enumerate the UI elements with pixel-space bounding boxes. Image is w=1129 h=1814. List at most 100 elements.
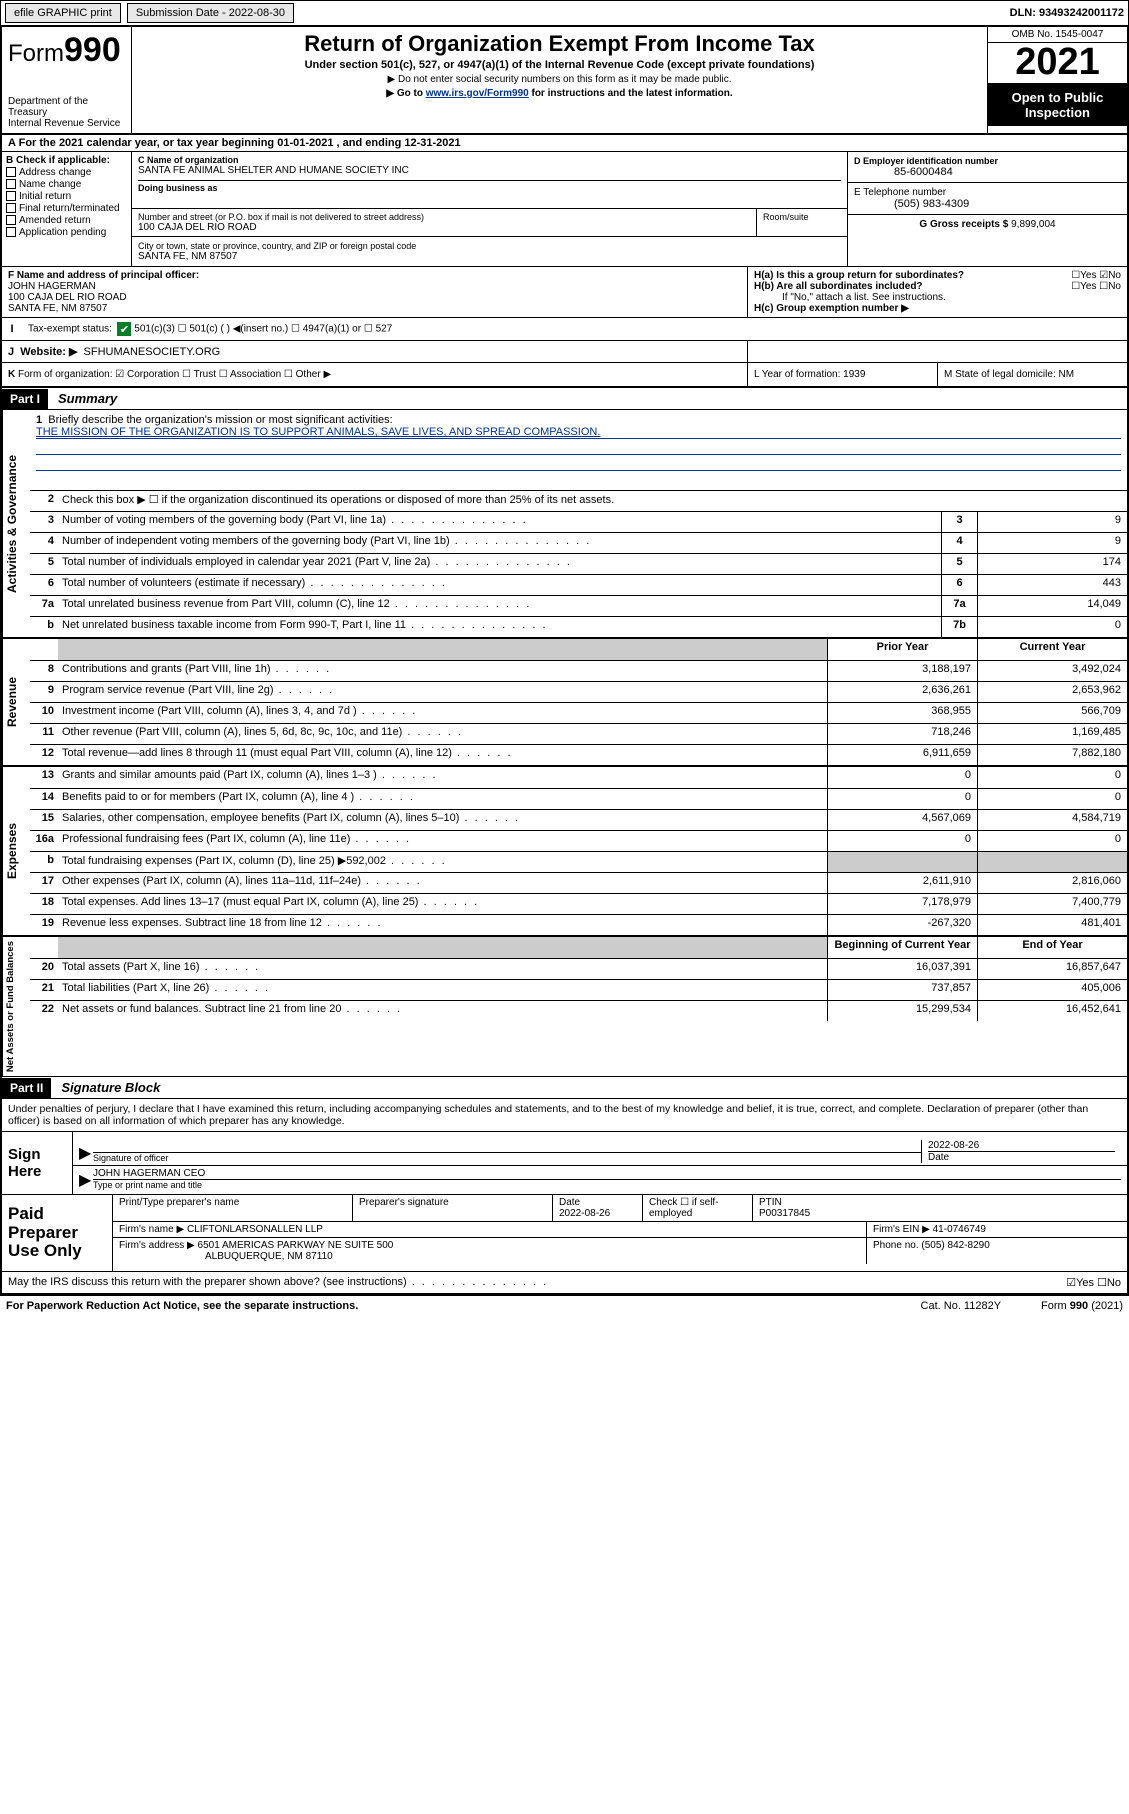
part2-title: Signature Block (51, 1077, 170, 1098)
f-block: F Name and address of principal officer:… (2, 267, 747, 317)
part1-title: Summary (48, 388, 127, 409)
submission-date-button[interactable]: Submission Date - 2022-08-30 (127, 3, 294, 23)
chk-app-pending[interactable] (6, 227, 16, 237)
officer-name: JOHN HAGERMAN (8, 281, 741, 292)
irs-label: Internal Revenue Service (8, 118, 125, 129)
officer-addr2: SANTA FE, NM 87507 (8, 303, 741, 314)
gov-tab: Activities & Governance (2, 410, 30, 637)
summary-line: 16aProfessional fundraising fees (Part I… (30, 830, 1127, 851)
c-city-row: City or town, state or province, country… (132, 237, 847, 266)
chk-501c3[interactable]: ✔ (117, 322, 131, 336)
e-block: E Telephone number (505) 983-4309 (848, 183, 1127, 215)
street-address: 100 CAJA DEL RIO ROAD (138, 222, 750, 233)
ha-yn[interactable]: ☐Yes ☑No (1071, 270, 1121, 281)
summary-line: 22Net assets or fund balances. Subtract … (30, 1000, 1127, 1021)
ssn-warning: ▶ Do not enter social security numbers o… (138, 74, 981, 85)
self-emp-check[interactable]: Check ☐ if self-employed (649, 1197, 719, 1219)
row-klm: K Form of organization: ☑ Corporation ☐ … (2, 363, 1127, 387)
dept-label: Department of the Treasury (8, 96, 125, 118)
chk-name[interactable] (6, 179, 16, 189)
block-bcdeg: B Check if applicable: Address change Na… (2, 152, 1127, 267)
row-j-right (747, 341, 1127, 362)
discuss-answer[interactable]: ☑Yes ☐No (1066, 1276, 1121, 1289)
chk-amended[interactable] (6, 215, 16, 225)
row-a: A For the 2021 calendar year, or tax yea… (2, 135, 1127, 152)
meta-bar: efile GRAPHIC print Submission Date - 20… (0, 0, 1129, 25)
firm-ein: 41-0746749 (933, 1224, 986, 1235)
firm-ein-label: Firm's EIN ▶ (873, 1224, 930, 1235)
gross-label: G Gross receipts $ (919, 219, 1008, 230)
sign-here-label: Sign Here (2, 1132, 72, 1194)
chk-initial[interactable] (6, 191, 16, 201)
summary-line: 10Investment income (Part VIII, column (… (30, 702, 1127, 723)
hb-yn[interactable]: ☐Yes ☐No (1071, 281, 1121, 292)
summary-line: 20Total assets (Part X, line 16)16,037,3… (30, 958, 1127, 979)
efile-button[interactable]: efile GRAPHIC print (5, 3, 121, 23)
col-c: C Name of organization SANTA FE ANIMAL S… (132, 152, 847, 266)
d-block: D Employer identification number 85-6000… (848, 152, 1127, 183)
current-year-head: Current Year (977, 639, 1127, 660)
gov-line: 5Total number of individuals employed in… (30, 553, 1127, 574)
prep-date-value: 2022-08-26 (559, 1208, 610, 1219)
row-i-body: Tax-exempt status: ✔ 501(c)(3) ☐ 501(c) … (22, 318, 1127, 340)
gov-section: Activities & Governance 1 Briefly descri… (2, 410, 1127, 639)
prior-year-head: Prior Year (827, 639, 977, 660)
form-header: Form990 Department of the Treasury Inter… (2, 27, 1127, 135)
summary-line: bTotal fundraising expenses (Part IX, co… (30, 851, 1127, 872)
part1-header: Part I Summary (2, 387, 1127, 410)
gov-line: 7aTotal unrelated business revenue from … (30, 595, 1127, 616)
summary-line: 12Total revenue—add lines 8 through 11 (… (30, 744, 1127, 765)
form-ref: Form 990 (2021) (1041, 1300, 1123, 1312)
goto-link[interactable]: ▶ Go to www.irs.gov/Form990 for instruct… (138, 88, 981, 99)
form-number: 990 (64, 31, 121, 69)
hc-label: H(c) Group exemption number ▶ (754, 303, 1121, 314)
dba-value (138, 193, 841, 205)
website-value[interactable]: SFHUMANESOCIETY.ORG (84, 346, 221, 358)
firm-addr1: 6501 AMERICAS PARKWAY NE SUITE 500 (198, 1240, 394, 1251)
phone-value: (505) 983-4309 (854, 198, 1121, 210)
row-j-lead: J (8, 346, 14, 358)
begin-year-head: Beginning of Current Year (827, 937, 977, 958)
gov-line: 6Total number of volunteers (estimate if… (30, 574, 1127, 595)
signature-declaration: Under penalties of perjury, I declare th… (2, 1099, 1127, 1132)
name-title-label: Type or print name and title (93, 1179, 1121, 1190)
tax-status-label: Tax-exempt status: (28, 324, 112, 335)
chk-final[interactable] (6, 203, 16, 213)
firm-phone-label: Phone no. (873, 1240, 919, 1251)
tax-year: 2021 (988, 43, 1127, 84)
hb-label: H(b) Are all subordinates included? (754, 281, 923, 292)
b-header: B Check if applicable: (6, 155, 127, 166)
summary-line: 21Total liabilities (Part X, line 26)737… (30, 979, 1127, 1000)
state-domicile: M State of legal domicile: NM (937, 363, 1127, 386)
cat-no: Cat. No. 11282Y (921, 1300, 1002, 1312)
mission-block: 1 Briefly describe the organization's mi… (30, 410, 1127, 490)
summary-line: 19Revenue less expenses. Subtract line 1… (30, 914, 1127, 935)
col-b: B Check if applicable: Address change Na… (2, 152, 132, 266)
ptin-label: PTIN (759, 1197, 782, 1208)
line-2: Check this box ▶ ☐ if the organization d… (58, 491, 1127, 511)
summary-line: 14Benefits paid to or for members (Part … (30, 788, 1127, 809)
summary-line: 13Grants and similar amounts paid (Part … (30, 767, 1127, 788)
gov-line: 3Number of voting members of the governi… (30, 511, 1127, 532)
summary-line: 15Salaries, other compensation, employee… (30, 809, 1127, 830)
page-footer: For Paperwork Reduction Act Notice, see … (0, 1296, 1129, 1316)
net-tab: Net Assets or Fund Balances (2, 937, 30, 1076)
header-center: Return of Organization Exempt From Incom… (132, 27, 987, 133)
dba-label: Doing business as (138, 180, 841, 193)
summary-line: 11Other revenue (Part VIII, column (A), … (30, 723, 1127, 744)
chk-address[interactable] (6, 167, 16, 177)
rev-section: Revenue Prior Year Current Year 8Contrib… (2, 639, 1127, 767)
sig-date-value: 2022-08-26 (928, 1140, 1115, 1151)
end-year-head: End of Year (977, 937, 1127, 958)
form-container: Form990 Department of the Treasury Inter… (0, 25, 1129, 1296)
row-a-lead: A (8, 137, 16, 149)
row-k-lead: K (8, 369, 15, 380)
ein-label: D Employer identification number (854, 156, 1121, 166)
room-label: Room/suite (757, 209, 847, 236)
net-header-row: Beginning of Current Year End of Year (30, 937, 1127, 958)
form-subtitle: Under section 501(c), 527, or 4947(a)(1)… (138, 59, 981, 71)
ptin-value: P00317845 (759, 1208, 810, 1219)
officer-name-title: JOHN HAGERMAN CEO (93, 1168, 1121, 1179)
addr-label: Number and street (or P.O. box if mail i… (138, 212, 750, 222)
row-j: J Website: ▶ SFHUMANESOCIETY.ORG (2, 341, 1127, 363)
